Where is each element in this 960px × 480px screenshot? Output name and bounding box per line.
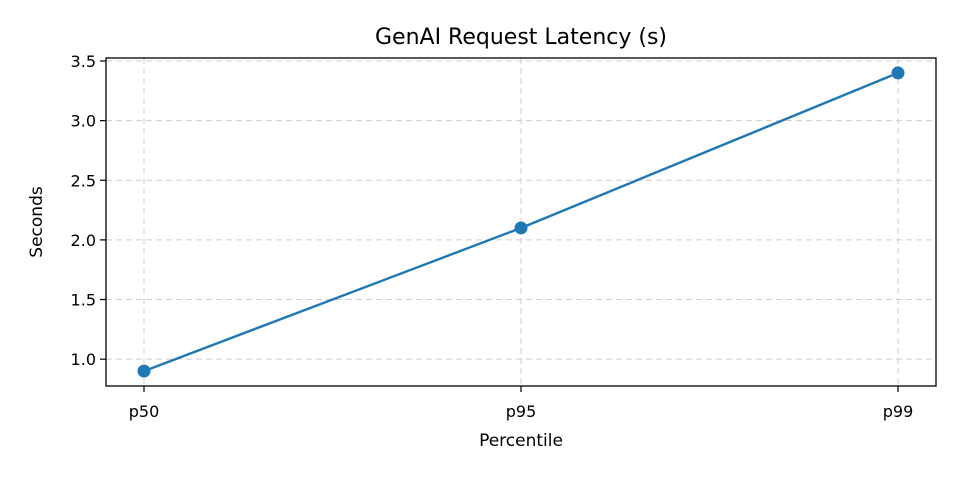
data-point-p99 xyxy=(891,66,905,80)
chart-title: GenAI Request Latency (s) xyxy=(375,25,667,50)
y-tick-label: 1.5 xyxy=(71,291,96,310)
y-axis-label: Seconds xyxy=(27,186,47,258)
x-axis-label: Percentile xyxy=(479,431,563,451)
y-tick-label: 2.0 xyxy=(71,231,96,250)
x-tick-label: p95 xyxy=(506,402,537,421)
x-axis-ticks: p50 p95 p99 xyxy=(129,386,914,421)
data-point-p50 xyxy=(137,364,151,378)
series-layer xyxy=(137,66,905,378)
x-tick-label: p50 xyxy=(129,402,160,421)
data-point-p95 xyxy=(514,221,528,235)
y-tick-label: 1.0 xyxy=(71,350,96,369)
y-tick-label: 2.5 xyxy=(71,171,96,190)
y-axis-ticks: 1.0 1.5 2.0 2.5 3.0 3.5 xyxy=(71,52,106,369)
x-tick-label: p99 xyxy=(883,402,914,421)
y-tick-label: 3.0 xyxy=(71,112,96,131)
y-tick-label: 3.5 xyxy=(71,52,96,71)
